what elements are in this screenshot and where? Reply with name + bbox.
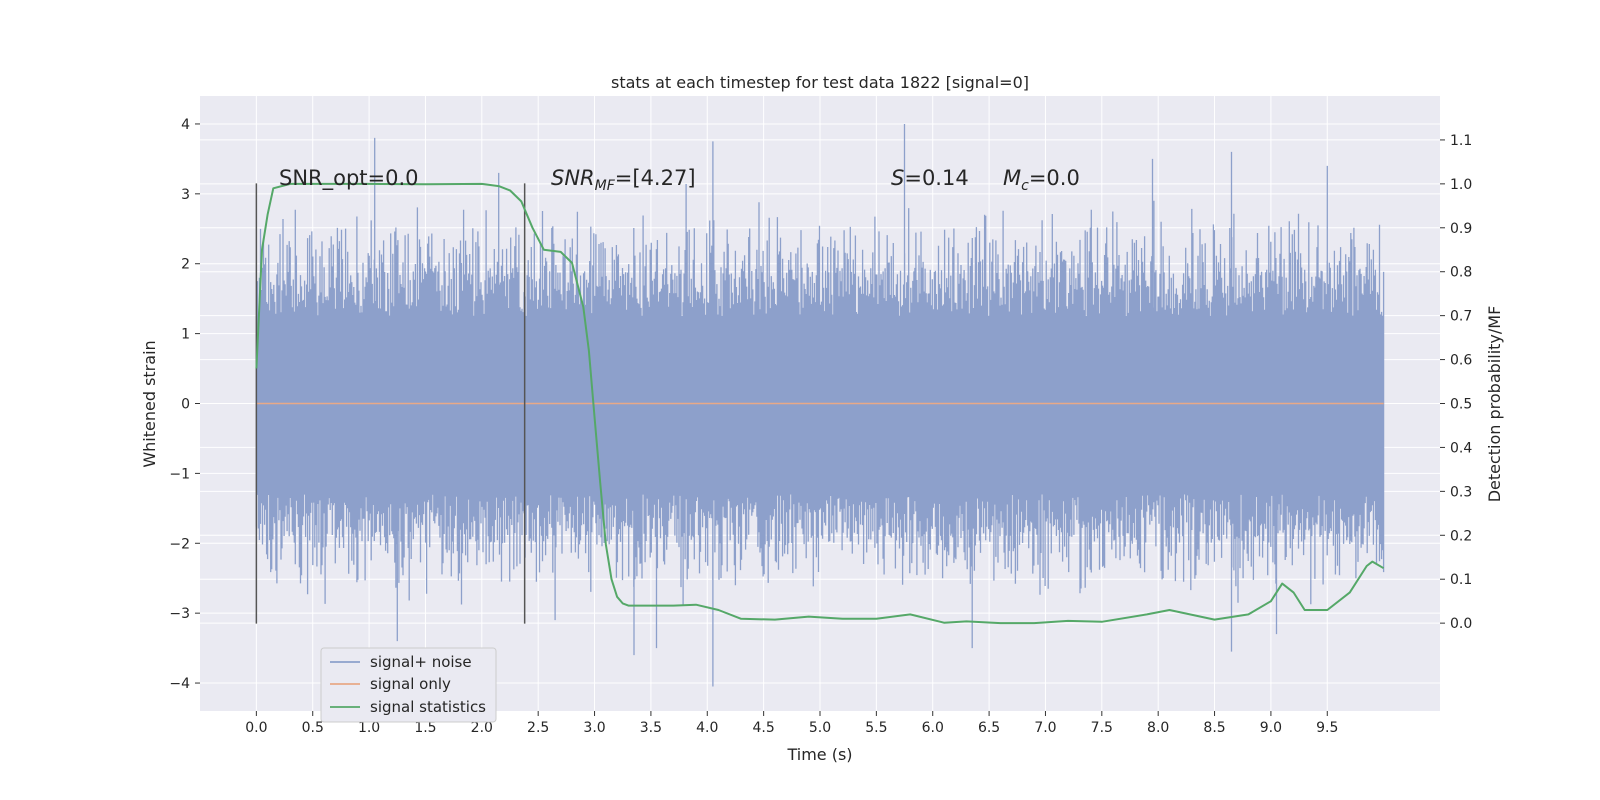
mc-subscript: c: [1021, 178, 1029, 194]
y-tick-label-right: 0.1: [1450, 572, 1472, 588]
x-tick-label: 0.0: [245, 720, 267, 736]
chart-title: stats at each timestep for test data 182…: [611, 73, 1029, 92]
y-tick-label-right: 0.4: [1450, 440, 1472, 456]
x-tick-label: 9.5: [1316, 720, 1338, 736]
x-tick-label: 4.0: [696, 720, 718, 736]
y-tick-label-left: 0: [181, 397, 190, 413]
vertical-markers: [255, 183, 526, 624]
y-tick-label-right: 0.9: [1450, 221, 1472, 237]
x-tick-label: 1.5: [414, 720, 436, 736]
y-tick-label-left: 3: [181, 187, 190, 203]
x-tick-label: 4.5: [753, 720, 775, 736]
y-tick-label-left: 1: [181, 327, 190, 343]
mc-value: =0.0: [1029, 166, 1080, 190]
x-tick-label: 2.0: [471, 720, 493, 736]
y-tick-label-right: 0.2: [1450, 528, 1472, 544]
legend-label-signal-only: signal only: [370, 675, 451, 693]
legend-label-signal-statistics: signal statistics: [370, 698, 486, 716]
x-tick-label: 8.0: [1147, 720, 1169, 736]
x-tick-label: 1.0: [358, 720, 380, 736]
x-tick-label: 9.0: [1260, 720, 1282, 736]
y-tick-label-right: 0.0: [1450, 616, 1472, 632]
y-tick-label-right: 1.0: [1450, 177, 1472, 193]
legend-label-signal-noise: signal+ noise: [370, 653, 472, 671]
signal-statistics-series: [255, 182, 1385, 625]
x-axis-label: Time (s): [786, 745, 852, 764]
x-axis-ticks: 0.0 0.5 1.0 1.5 2.0 2.5 3.0 3.5 4.0 4.5 5.0 5.5 6.0 6…: [245, 711, 1338, 736]
x-tick-label: 7.0: [1034, 720, 1056, 736]
y-tick-label-right: 0.8: [1450, 265, 1472, 281]
y-tick-label-right: 0.3: [1450, 484, 1472, 500]
right-y-axis-ticks: 0.0 0.1 0.2 0.3 0.4 0.5 0.6 0.7 0.8 0.9 1.0 1.1: [1440, 133, 1472, 632]
snr-mf-value: =[4.27]: [615, 166, 696, 190]
y-tick-label-right: 1.1: [1450, 133, 1472, 149]
x-tick-label: 5.0: [809, 720, 831, 736]
legend-box: [320, 647, 497, 723]
snr-mf-symbol: SNR: [551, 166, 595, 190]
left-y-axis-ticks: −4 −3 −2 −1 0 1 2 3 4: [169, 117, 200, 692]
annotation-mc: Mc=0.0: [1003, 166, 1080, 194]
y-tick-label-left: 4: [181, 117, 190, 133]
mc-symbol: M: [1003, 166, 1021, 190]
y-tick-label-right: 0.5: [1450, 397, 1472, 413]
annotation-snr-mf: SNRMF=[4.27]: [551, 166, 696, 194]
x-tick-label: 5.5: [865, 720, 887, 736]
annotation-snr-opt: SNR_opt=0.0: [279, 166, 419, 191]
annotation-s: S=0.14: [891, 166, 969, 190]
x-tick-label: 8.5: [1203, 720, 1225, 736]
y-tick-label-right: 0.6: [1450, 353, 1472, 369]
s-symbol: S: [891, 166, 904, 190]
y-axis-label-right: Detection probability/MF: [1485, 306, 1504, 503]
x-tick-label: 3.5: [640, 720, 662, 736]
legend: signal+ noise signal only signal statist…: [320, 647, 497, 723]
y-tick-label-right: 0.7: [1450, 309, 1472, 325]
snr-mf-subscript: MF: [595, 178, 616, 194]
x-tick-label: 6.5: [978, 720, 1000, 736]
y-tick-label-left: −3: [169, 606, 190, 622]
y-tick-label-left: −4: [169, 676, 190, 692]
y-tick-label-left: −2: [169, 536, 190, 552]
y-tick-label-left: −1: [169, 466, 190, 482]
signal-noise-series: [255, 124, 1385, 687]
y-axis-label-left: Whitened strain: [140, 340, 159, 467]
x-tick-label: 6.0: [922, 720, 944, 736]
x-tick-label: 0.5: [302, 720, 324, 736]
x-tick-label: 3.0: [583, 720, 605, 736]
s-value: =0.14: [904, 166, 968, 190]
signal-statistics-line: [255, 182, 1385, 625]
x-tick-label: 2.5: [527, 720, 549, 736]
y-tick-label-left: 2: [181, 257, 190, 273]
x-tick-label: 7.5: [1091, 720, 1113, 736]
